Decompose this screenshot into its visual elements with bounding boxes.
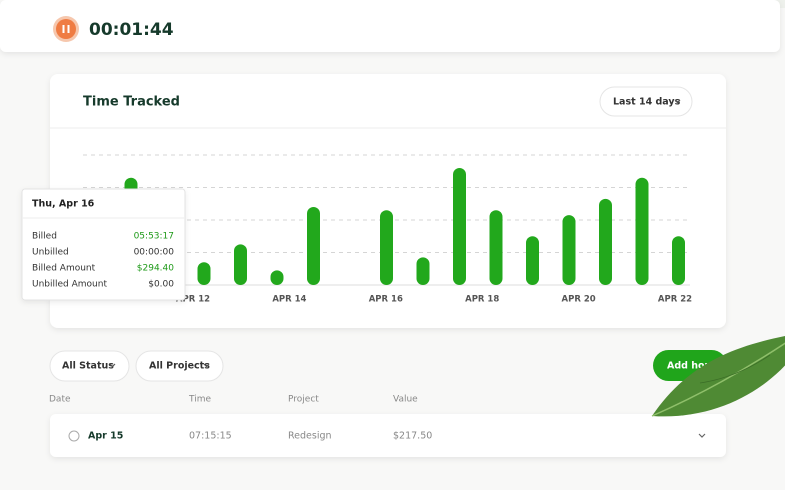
bar xyxy=(489,210,503,285)
tooltip-value: 00:00:00 xyxy=(134,248,175,258)
bar xyxy=(453,168,466,285)
chart-title: Time Tracked xyxy=(83,95,180,110)
tooltip-value: $294.40 xyxy=(137,264,174,274)
range-dropdown[interactable]: Last 14 days xyxy=(599,86,693,117)
x-tick-label: APR 14 xyxy=(272,295,306,305)
range-label: Last 14 days xyxy=(613,97,681,108)
bar xyxy=(599,198,612,285)
bar xyxy=(635,177,649,285)
button-label: Add hours xyxy=(667,361,722,372)
column-header: Value xyxy=(393,395,418,405)
tooltip-label: Billed Amount xyxy=(32,264,96,274)
filter-label: All Status xyxy=(62,361,114,372)
timer: 00:01:44 xyxy=(89,20,174,40)
column-header: Date xyxy=(49,395,71,405)
project-filter[interactable]: All Projects xyxy=(135,350,224,382)
column-header: Project xyxy=(288,395,319,405)
expand-chevron[interactable] xyxy=(698,433,706,438)
table-row[interactable] xyxy=(50,414,726,457)
bar xyxy=(234,244,247,285)
tooltip-value: $0.00 xyxy=(148,280,174,290)
cell: $217.50 xyxy=(393,431,432,442)
cell: 07:15:15 xyxy=(189,431,232,442)
bar xyxy=(416,257,430,285)
bar xyxy=(197,262,211,285)
bar xyxy=(562,215,576,285)
column-header: Time xyxy=(188,395,211,405)
tooltip-title: Thu, Apr 16 xyxy=(32,199,95,210)
tooltip: Thu, Apr 16 Billed 05:53:17 Unbilled 00:00:… xyxy=(21,188,186,301)
x-tick-label: APR 22 xyxy=(658,295,692,305)
top-bar xyxy=(0,0,780,52)
row-checkbox[interactable] xyxy=(68,430,80,442)
x-tick-label: APR 20 xyxy=(562,295,596,305)
tooltip-value: 05:53:17 xyxy=(134,232,174,242)
tooltip-label: Billed xyxy=(32,232,57,242)
leaf-decoration xyxy=(651,336,785,417)
chart-card xyxy=(50,74,726,328)
x-tick-label: APR 16 xyxy=(369,295,403,305)
bar xyxy=(380,210,393,285)
bar xyxy=(526,236,539,285)
status-filter[interactable]: All Status xyxy=(49,350,130,382)
pause-button[interactable] xyxy=(53,16,79,42)
tooltip-label: Unbilled Amount xyxy=(32,280,107,290)
cell: Apr 15 xyxy=(88,431,123,442)
x-tick-label: APR 12 xyxy=(176,295,210,305)
cell: Redesign xyxy=(288,431,332,442)
bar xyxy=(307,207,320,285)
tooltip-label: Unbilled xyxy=(32,248,69,258)
x-tick-label: APR 18 xyxy=(465,295,499,305)
filter-label: All Projects xyxy=(149,361,210,372)
table: Date Time Project Value Apr 15 07:15:15 Redesi… xyxy=(49,395,726,457)
bar xyxy=(270,270,284,285)
bar xyxy=(672,236,685,285)
